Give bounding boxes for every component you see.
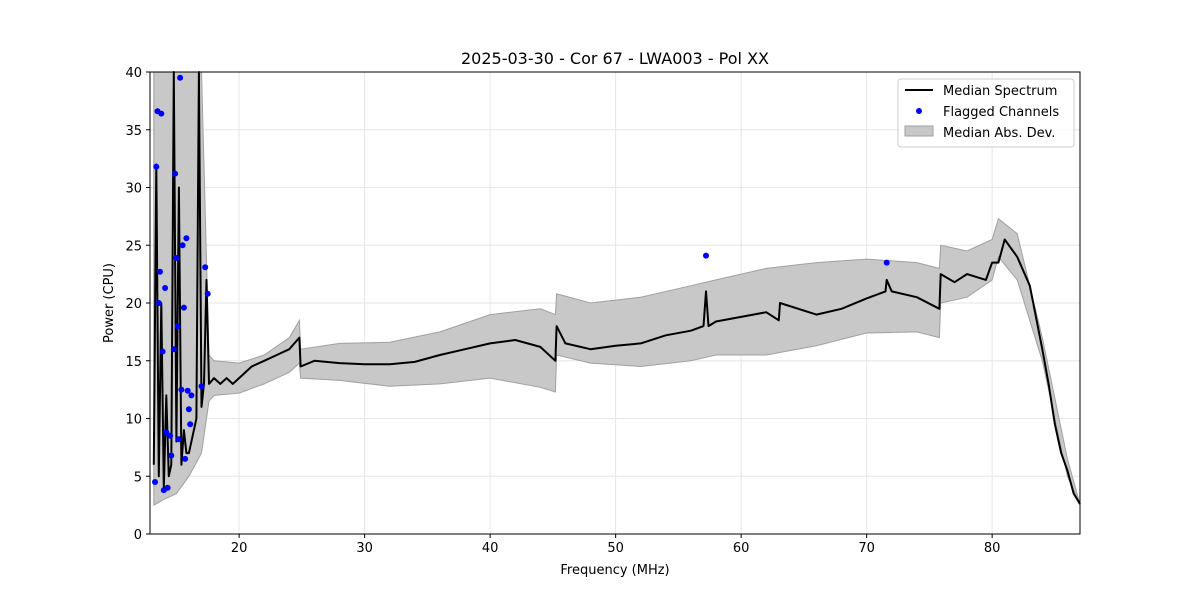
median-spectrum	[152, 71, 1081, 505]
y-tick-label: 20	[125, 297, 142, 312]
flagged-channel-point	[158, 110, 165, 117]
flagged-channel-point	[162, 285, 169, 291]
flagged-channel-point	[167, 432, 174, 439]
legend-flagged-label: Flagged Channels	[943, 105, 1059, 120]
median-spectrum-line	[152, 71, 1081, 505]
x-tick-label: 80	[984, 541, 1001, 556]
flagged-channel-point	[703, 252, 709, 259]
x-axis-label: Frequency (MHz)	[560, 563, 669, 578]
flagged-channel-point	[180, 304, 187, 311]
flagged-channel-point	[164, 484, 171, 491]
flagged-channel-point	[173, 255, 180, 261]
flagged-channel-point	[170, 346, 177, 353]
y-tick-label: 40	[125, 66, 142, 81]
y-tick-label: 0	[134, 528, 142, 543]
flagged-channel-point	[159, 348, 166, 355]
chart-title: 2025-03-30 - Cor 67 - LWA003 - Pol XX	[461, 49, 769, 68]
flagged-channel-point	[185, 406, 192, 413]
x-tick-label: 40	[482, 541, 499, 556]
x-tick-label: 60	[733, 541, 750, 556]
x-tick-label: 70	[858, 541, 875, 556]
flagged-channel-point	[183, 235, 190, 242]
y-tick-label: 25	[125, 239, 142, 254]
legend-mad-swatch	[904, 125, 934, 137]
flagged-channel-point	[182, 455, 189, 462]
flagged-channel-point	[883, 259, 890, 266]
flagged-channel-point	[174, 323, 181, 330]
x-tick-label: 30	[356, 541, 373, 556]
flagged-channel-point	[179, 242, 186, 249]
flagged-channel-point	[155, 300, 162, 306]
flagged-channel-point	[184, 387, 191, 394]
legend-box	[897, 78, 1075, 148]
legend-flagged-swatch	[916, 108, 922, 114]
x-tick-label: 20	[231, 541, 248, 556]
y-tick-label: 35	[125, 124, 142, 139]
y-tick-label: 10	[125, 413, 142, 428]
flagged-channel-point	[198, 383, 205, 390]
flagged-channel-point	[153, 163, 160, 170]
legend: Median Spectrum Flagged Channels Median …	[897, 78, 1075, 148]
x-axis-ticks: 20 30 40 50 60 70 80	[231, 534, 1001, 556]
flagged-channel-point	[187, 421, 194, 428]
flagged-channel-point	[204, 290, 211, 297]
flagged-channels	[152, 74, 890, 494]
flagged-channel-point	[172, 170, 179, 177]
x-tick-label: 50	[607, 541, 624, 556]
legend-mad-label: Median Abs. Dev.	[943, 126, 1055, 141]
flagged-channel-point	[202, 264, 209, 271]
y-tick-label: 5	[134, 470, 142, 485]
y-tick-label: 30	[125, 182, 142, 197]
flagged-channel-point	[157, 268, 163, 275]
y-axis-label: Power (CPU)	[102, 263, 117, 343]
flagged-channel-point	[175, 436, 182, 443]
y-tick-label: 15	[125, 355, 142, 370]
flagged-channel-point	[168, 452, 175, 459]
flagged-channel-point	[177, 74, 184, 81]
legend-median-label: Median Spectrum	[943, 84, 1057, 99]
y-axis-ticks: 0 5 10 15 20 25 30 35 40	[125, 66, 150, 543]
flagged-channel-point	[188, 392, 195, 399]
flagged-channel-point	[152, 479, 158, 485]
flagged-channel-point	[178, 386, 185, 393]
